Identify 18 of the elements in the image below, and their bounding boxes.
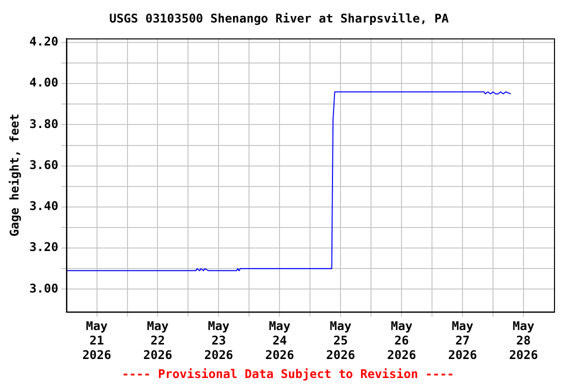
y-tick-label: 3.20 — [29, 240, 58, 254]
x-tick-label: May 26 2026 — [387, 319, 416, 362]
text: ---- Provisional Data Subject to Revision ---- — [122, 367, 454, 382]
y-tick-label: 3.40 — [29, 199, 58, 214]
chart-title: USGS 03103500 Shenango River at Sharpsville, PA — [109, 11, 450, 26]
x-tick-label: May 25 2026 — [326, 319, 356, 362]
x-tick-label: May 28 2026 — [509, 319, 538, 362]
x-tick-label: May 23 2026 — [204, 319, 234, 362]
y-axis-title: Gage height, feet — [7, 114, 22, 237]
x-tick-label: May 27 2026 — [448, 319, 478, 362]
y-tick-label: 4.20 — [29, 34, 58, 49]
y-tick-label: 3.60 — [29, 158, 58, 172]
x-tick-label: May 24 2026 — [265, 319, 294, 362]
y-tick-label: 4.00 — [29, 76, 58, 90]
x-tick-label: May 22 2026 — [143, 319, 172, 362]
x-tick-label: May 21 2026 — [82, 319, 112, 362]
y-tick-label: 3.00 — [29, 281, 58, 296]
y-tick-label: 3.80 — [29, 116, 58, 131]
